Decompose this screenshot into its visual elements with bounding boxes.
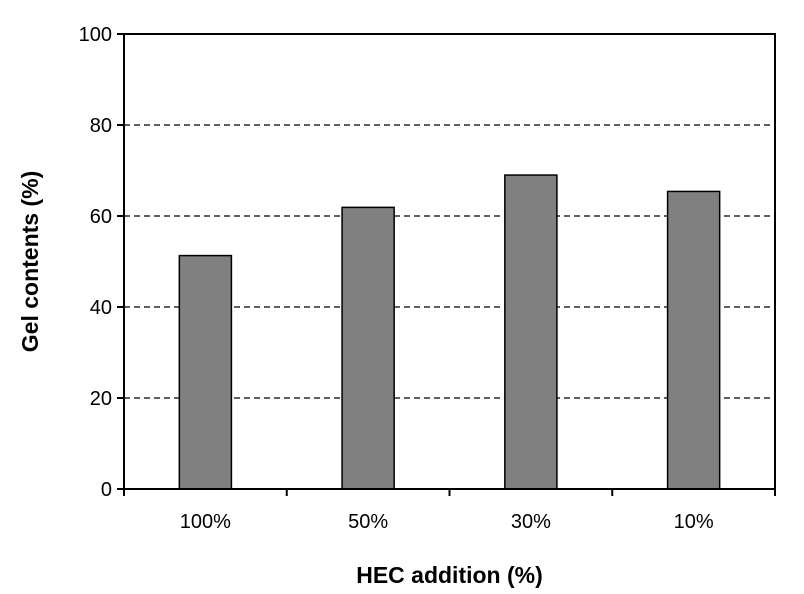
x-tick-label: 50% xyxy=(348,511,388,533)
bar xyxy=(666,190,721,490)
x-axis-ticks: 100% 50% 30% 10% xyxy=(123,489,776,533)
x-tick-label: 100% xyxy=(180,511,231,533)
x-tick-label: 30% xyxy=(511,511,551,533)
grid-lines xyxy=(124,124,775,399)
y-tick-label: 20 xyxy=(90,388,112,410)
y-tick-label: 60 xyxy=(90,206,112,228)
y-tick-label: 40 xyxy=(90,297,112,319)
bars xyxy=(178,174,721,490)
y-tick-label: 100 xyxy=(79,24,112,46)
x-tick-label: 10% xyxy=(674,511,714,533)
y-axis-ticks: 0 20 40 60 80 100 xyxy=(79,24,124,501)
bar xyxy=(341,206,395,490)
bar xyxy=(504,174,558,490)
y-tick-label: 80 xyxy=(90,115,112,137)
x-axis-title: HEC addition (%) xyxy=(356,562,543,588)
y-axis-title: Gel contents (%) xyxy=(17,171,43,352)
bar xyxy=(178,254,233,490)
y-tick-label: 0 xyxy=(101,479,112,501)
